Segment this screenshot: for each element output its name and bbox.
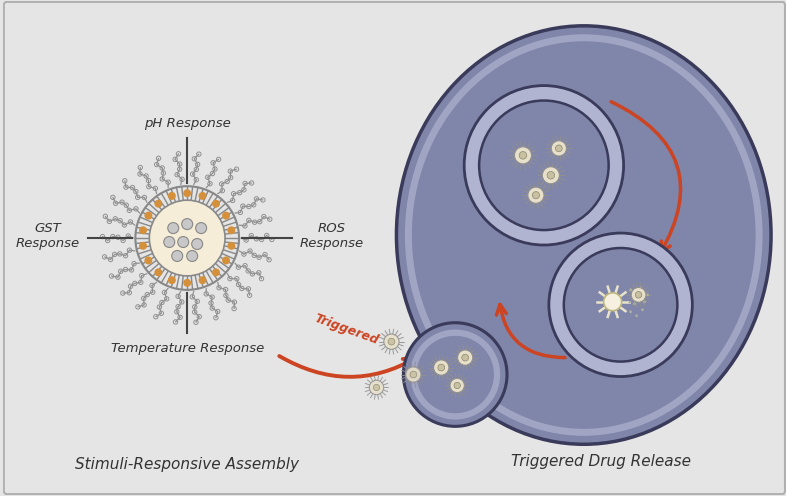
Circle shape [639,286,642,289]
Circle shape [145,256,152,264]
Circle shape [145,212,152,220]
Circle shape [515,147,531,164]
Circle shape [178,237,189,248]
Circle shape [139,242,147,250]
Circle shape [434,360,449,375]
Circle shape [154,268,163,276]
Text: ROS
Response: ROS Response [299,222,364,250]
Circle shape [222,212,230,220]
Circle shape [479,101,608,230]
Circle shape [643,300,646,303]
Circle shape [450,378,465,393]
Circle shape [227,242,235,250]
Circle shape [604,293,622,311]
Circle shape [388,338,395,345]
Circle shape [199,192,207,200]
Circle shape [542,167,560,184]
Circle shape [406,367,421,382]
Circle shape [222,256,230,264]
Circle shape [528,187,544,203]
Text: Temperature Response: Temperature Response [111,342,264,355]
Circle shape [646,293,649,296]
Circle shape [520,152,527,159]
Circle shape [438,364,445,371]
FancyBboxPatch shape [4,2,785,494]
Text: pH Response: pH Response [144,118,230,130]
Circle shape [149,200,225,276]
Circle shape [182,219,193,230]
Circle shape [549,233,692,376]
Circle shape [547,172,555,179]
Text: GST
Response: GST Response [16,222,79,250]
Circle shape [637,295,640,298]
Circle shape [633,302,636,306]
Text: Stimuli-Responsive Assembly: Stimuli-Responsive Assembly [75,457,299,472]
Circle shape [556,145,562,152]
Circle shape [212,268,220,276]
Circle shape [227,226,235,234]
Circle shape [373,384,380,391]
Circle shape [629,310,632,313]
Circle shape [384,334,399,349]
Circle shape [139,226,147,234]
Circle shape [403,323,507,427]
Circle shape [183,279,191,287]
Circle shape [369,380,384,395]
Circle shape [564,248,678,362]
Circle shape [454,382,461,389]
Ellipse shape [396,26,771,444]
Circle shape [192,239,203,249]
Text: Triggered: Triggered [313,312,380,347]
Circle shape [212,200,220,208]
Circle shape [532,191,539,199]
Circle shape [629,288,632,291]
Circle shape [172,250,182,261]
Circle shape [183,189,191,197]
Circle shape [187,250,197,261]
Circle shape [631,288,646,302]
Circle shape [410,371,417,378]
Circle shape [168,192,176,200]
Circle shape [462,354,468,361]
Circle shape [641,309,644,311]
Circle shape [168,276,176,284]
Text: Triggered Drug Release: Triggered Drug Release [511,454,691,469]
Circle shape [167,223,178,234]
Circle shape [199,276,207,284]
Circle shape [457,350,473,365]
Circle shape [154,200,163,208]
Circle shape [465,86,623,245]
Circle shape [635,314,638,317]
Circle shape [551,141,567,156]
Circle shape [635,292,642,298]
Circle shape [163,237,174,248]
Circle shape [196,223,207,234]
